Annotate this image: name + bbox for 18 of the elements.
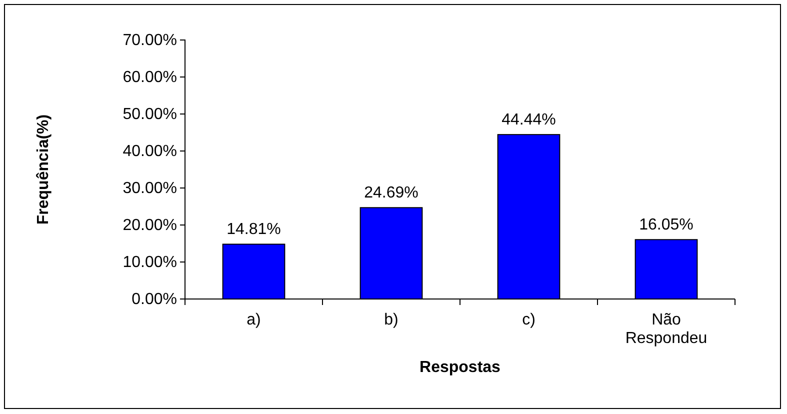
y-tick-label: 50.00%	[122, 106, 177, 124]
data-label: 24.69%	[364, 184, 418, 202]
y-tick-label: 30.00%	[122, 180, 177, 198]
data-label: 16.05%	[639, 216, 694, 234]
y-tick-label: 40.00%	[122, 143, 177, 160]
x-tick-label: c)	[522, 311, 536, 328]
y-tick-label: 70.00%	[122, 32, 177, 50]
x-tick-label: b)	[384, 311, 398, 328]
x-axis-title: Respostas	[420, 359, 501, 376]
data-label: 14.81%	[226, 221, 281, 238]
y-tick-label: 60.00%	[122, 69, 177, 86]
x-tick-label: a)	[246, 311, 261, 328]
y-tick-label: 10.00%	[122, 254, 177, 272]
data-label: 44.44%	[502, 112, 556, 129]
y-tick-label: 0.00%	[132, 291, 177, 308]
y-tick-label: 20.00%	[122, 217, 177, 234]
y-axis-title: Frequência(%)	[35, 114, 52, 225]
x-tick-label: Não Respondeu	[625, 311, 708, 347]
